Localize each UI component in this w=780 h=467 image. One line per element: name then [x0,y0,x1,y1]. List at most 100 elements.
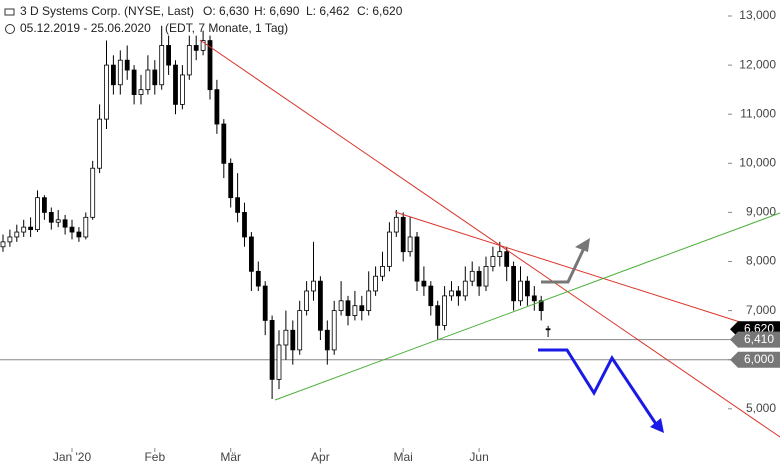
candle-body [317,280,323,331]
header-info: (EDT, 7 Monate, 1 Tag) [165,21,288,35]
candle-body [145,69,151,91]
candle-body [200,40,206,51]
candle-body [193,45,199,51]
y-tick-label: 12,000 [739,57,776,71]
candle-body [228,162,234,199]
candle-body [290,329,296,351]
trend-line [394,211,741,323]
candle-body [55,219,61,223]
header-high: H: 6,690 [254,4,300,18]
y-tick-label: 9,000 [746,205,776,219]
candle-body [497,251,503,258]
candle-body [283,329,289,346]
candle-body [104,64,109,120]
trend-line [274,212,780,401]
candle-body [159,45,165,86]
candle-body [400,216,406,253]
x-tick-label: Mär [220,450,241,464]
candle-body [28,226,34,230]
header-low: L: 6,462 [306,4,350,18]
candle-body [111,64,116,86]
candle-body [373,275,379,292]
candle-body [76,231,82,238]
candle-body [14,231,20,238]
price-tag-label: 6,410 [744,332,774,346]
candle-body [476,270,482,287]
candle-body [455,290,461,297]
candle-body [48,212,54,223]
candle-body [0,241,6,248]
candle-body [449,290,454,297]
candle-body [248,236,254,272]
x-tick-label: Mai [394,450,413,464]
x-tick-label: Jun [469,450,488,464]
candle-body [276,344,282,380]
trend-line [199,39,780,438]
candle-body [490,256,496,267]
clock-icon [5,24,15,34]
candle-body [90,167,96,218]
candle-body [338,300,344,312]
candle-body [545,328,551,331]
candle-body [386,231,392,267]
y-tick-label: 10,000 [739,155,776,169]
candle-body [359,305,365,312]
candle-body [186,45,192,76]
candle-body [214,89,220,125]
candle-body [483,266,489,287]
candle-body [173,64,178,105]
candle-body [221,123,227,164]
price-tag-label: 6,000 [744,352,774,366]
candle-body [442,295,448,326]
x-tick-label: Apr [311,450,330,464]
candle-body [21,226,27,233]
candle-body [207,40,213,91]
candle-body [297,310,303,351]
candle-body [7,236,13,243]
candle-body [331,310,337,351]
candle-body [97,118,102,169]
candle-body [311,280,316,292]
candle-body [35,197,40,230]
candle-body [414,236,420,282]
candle-body [525,280,530,297]
candle-body [83,216,89,238]
plot: 5,000 6,000 7,000 8,000 9,000 10,000 11,000 12,… [0,8,776,464]
candle-body [421,280,427,287]
price-tag [730,351,780,368]
y-tick-label: 7,000 [746,303,776,317]
arrow-up [541,245,587,284]
chart-icon [4,8,15,16]
y-tick-label: 13,000 [739,8,776,22]
candle-body [117,59,123,86]
header-title: 3 D Systems Corp. (NYSE, Last) [20,4,194,18]
candle-body [531,295,537,302]
candle-body [242,212,247,238]
candle-body [166,45,172,66]
candle-body [504,251,510,267]
candle-body [179,74,185,105]
candle-body [42,197,47,213]
price-tag [730,331,780,348]
header-open: O: 6,630 [203,4,249,18]
candle-body [435,305,441,326]
candle-body [255,270,261,287]
candle-body [518,280,523,302]
x-tick-label: Jan '20 [53,450,92,464]
candle-body [131,69,137,95]
candle-body [393,216,399,233]
x-tick-label: Feb [144,450,165,464]
header: 3 D Systems Corp. (NYSE, Last) O: 6,630 … [4,4,403,35]
y-tick-label: 5,000 [746,401,776,415]
candle-body [235,197,241,213]
candle-body [511,266,517,302]
candle-body [469,270,475,282]
candle-body [380,266,385,277]
header-close: C: 6,620 [357,4,403,18]
candle-body [538,300,544,312]
candle-body [138,89,144,95]
candle-body [304,290,310,312]
candle-body [407,236,413,253]
candle-body [428,285,434,307]
candle-body [69,226,75,233]
